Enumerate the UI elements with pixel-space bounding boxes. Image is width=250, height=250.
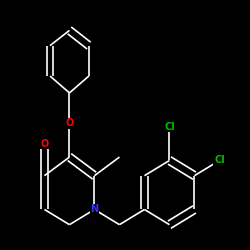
Text: O: O — [40, 138, 48, 148]
Text: O: O — [65, 118, 74, 128]
Text: Cl: Cl — [214, 156, 225, 166]
Text: N: N — [90, 204, 98, 214]
Text: Cl: Cl — [164, 122, 175, 132]
